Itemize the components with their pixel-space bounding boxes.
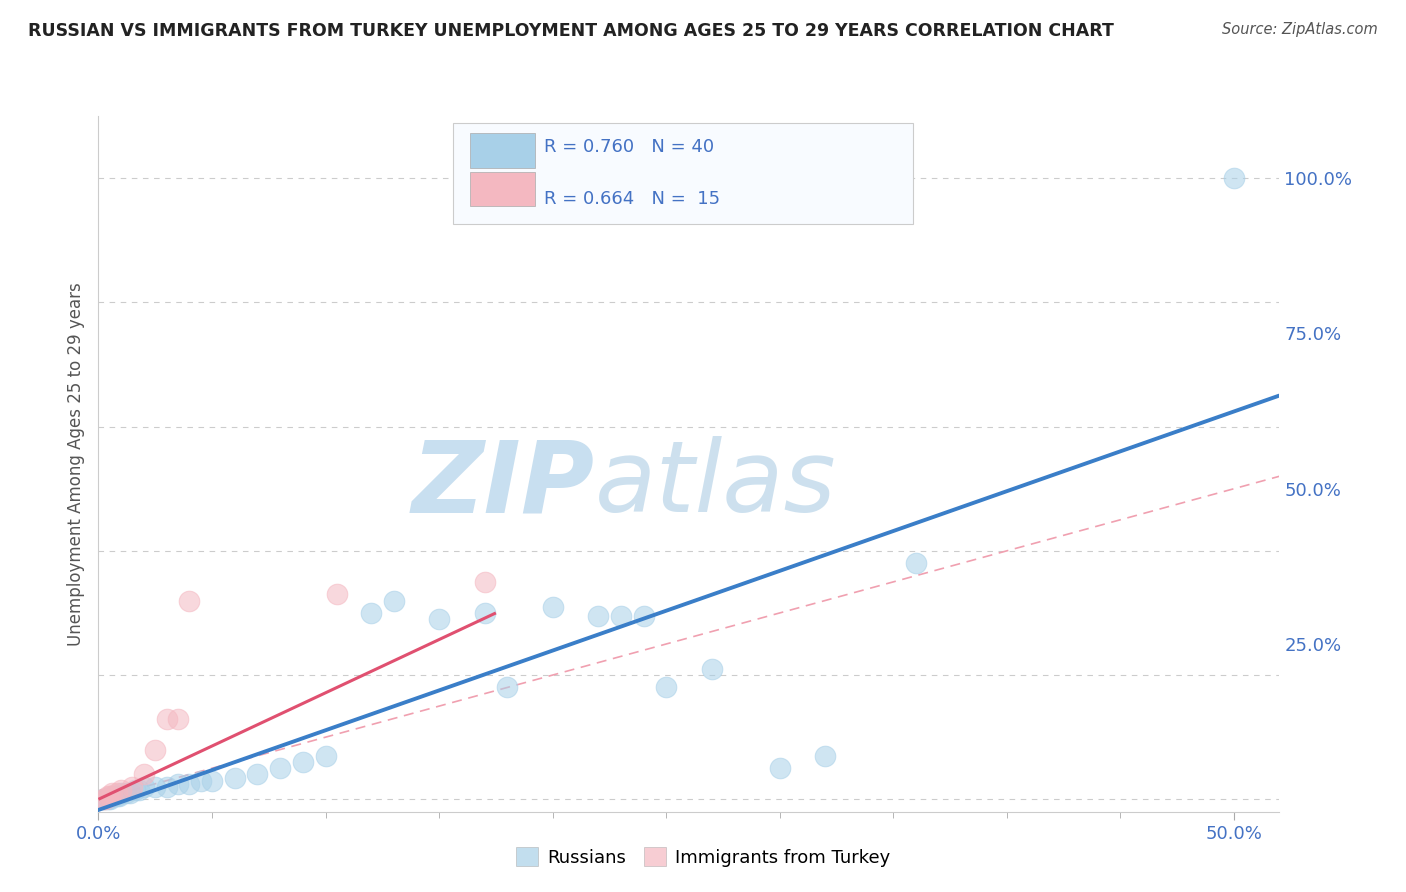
Point — [98, 792, 121, 806]
Point — [246, 767, 269, 781]
Text: atlas: atlas — [595, 436, 837, 533]
Point — [326, 587, 349, 601]
Point — [124, 783, 146, 797]
Point — [474, 574, 496, 589]
FancyBboxPatch shape — [471, 171, 536, 206]
Point — [474, 606, 496, 620]
Point — [96, 789, 118, 804]
Point — [179, 593, 201, 607]
Text: Source: ZipAtlas.com: Source: ZipAtlas.com — [1222, 22, 1378, 37]
Point — [94, 792, 117, 806]
Text: R = 0.760   N = 40: R = 0.760 N = 40 — [544, 138, 714, 156]
Point — [1223, 171, 1246, 186]
Point — [103, 789, 125, 804]
Text: RUSSIAN VS IMMIGRANTS FROM TURKEY UNEMPLOYMENT AMONG AGES 25 TO 29 YEARS CORRELA: RUSSIAN VS IMMIGRANTS FROM TURKEY UNEMPL… — [28, 22, 1114, 40]
Point — [769, 761, 792, 775]
Y-axis label: Unemployment Among Ages 25 to 29 years: Unemployment Among Ages 25 to 29 years — [66, 282, 84, 646]
Text: ZIP: ZIP — [412, 436, 595, 533]
Point — [610, 609, 633, 624]
Point — [541, 599, 564, 614]
Point — [101, 789, 124, 804]
Point — [190, 773, 212, 788]
Point — [94, 792, 117, 806]
Point — [91, 792, 114, 806]
Point — [224, 771, 246, 785]
Point — [360, 606, 382, 620]
Point — [586, 609, 609, 624]
Point — [700, 662, 723, 676]
FancyBboxPatch shape — [471, 134, 536, 169]
Point — [427, 612, 450, 626]
Text: R = 0.664   N =  15: R = 0.664 N = 15 — [544, 190, 720, 209]
Point — [143, 780, 166, 794]
Point — [121, 780, 143, 794]
Point — [155, 712, 177, 726]
Point — [167, 777, 190, 791]
Point — [114, 786, 136, 800]
Point — [101, 786, 124, 800]
Point — [132, 767, 155, 781]
Point — [315, 748, 337, 763]
Point — [91, 792, 114, 806]
Point — [496, 681, 519, 695]
Point — [128, 783, 150, 797]
Point — [633, 609, 655, 624]
Legend: Russians, Immigrants from Turkey: Russians, Immigrants from Turkey — [509, 840, 897, 874]
Point — [105, 786, 128, 800]
Point — [291, 755, 314, 769]
Point — [98, 789, 121, 804]
Point — [120, 786, 142, 800]
Point — [96, 792, 118, 806]
Point — [905, 556, 928, 570]
Point — [201, 773, 224, 788]
Point — [814, 748, 837, 763]
Point — [132, 780, 155, 794]
FancyBboxPatch shape — [453, 123, 914, 224]
Point — [655, 681, 678, 695]
Point — [105, 789, 128, 804]
Point — [143, 742, 166, 756]
Point — [179, 777, 201, 791]
Point — [108, 789, 131, 804]
Point — [110, 783, 132, 797]
Point — [382, 593, 405, 607]
Point — [155, 780, 177, 794]
Point — [167, 712, 190, 726]
Point — [269, 761, 291, 775]
Point — [110, 786, 132, 800]
